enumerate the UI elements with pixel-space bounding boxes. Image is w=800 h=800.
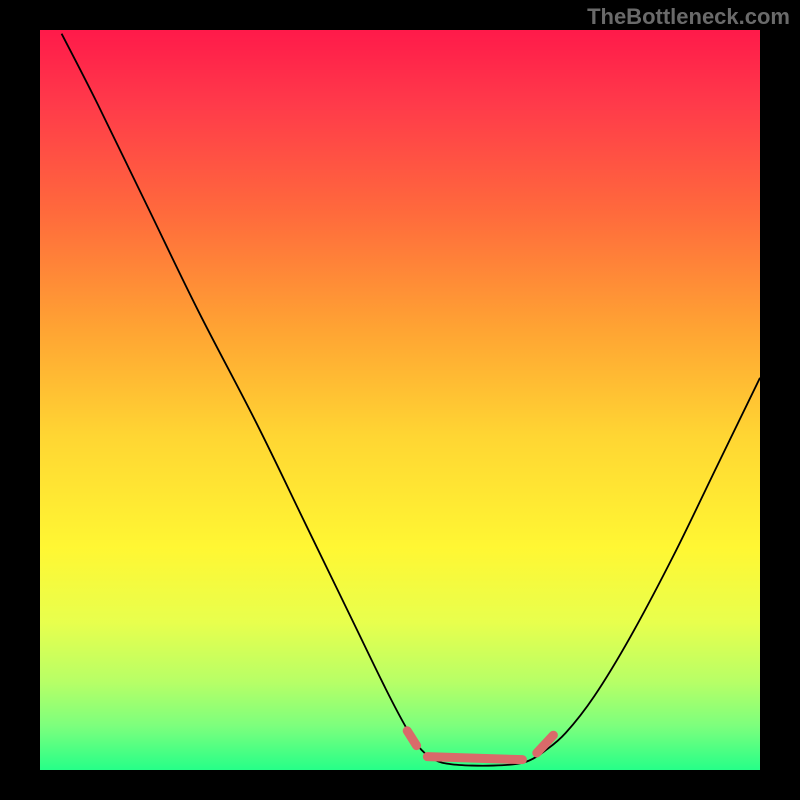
chart-svg (40, 30, 760, 770)
marker-segment (427, 757, 522, 760)
chart-background (40, 30, 760, 770)
chart-plot-area (40, 30, 760, 770)
watermark-text: TheBottleneck.com (587, 4, 790, 30)
